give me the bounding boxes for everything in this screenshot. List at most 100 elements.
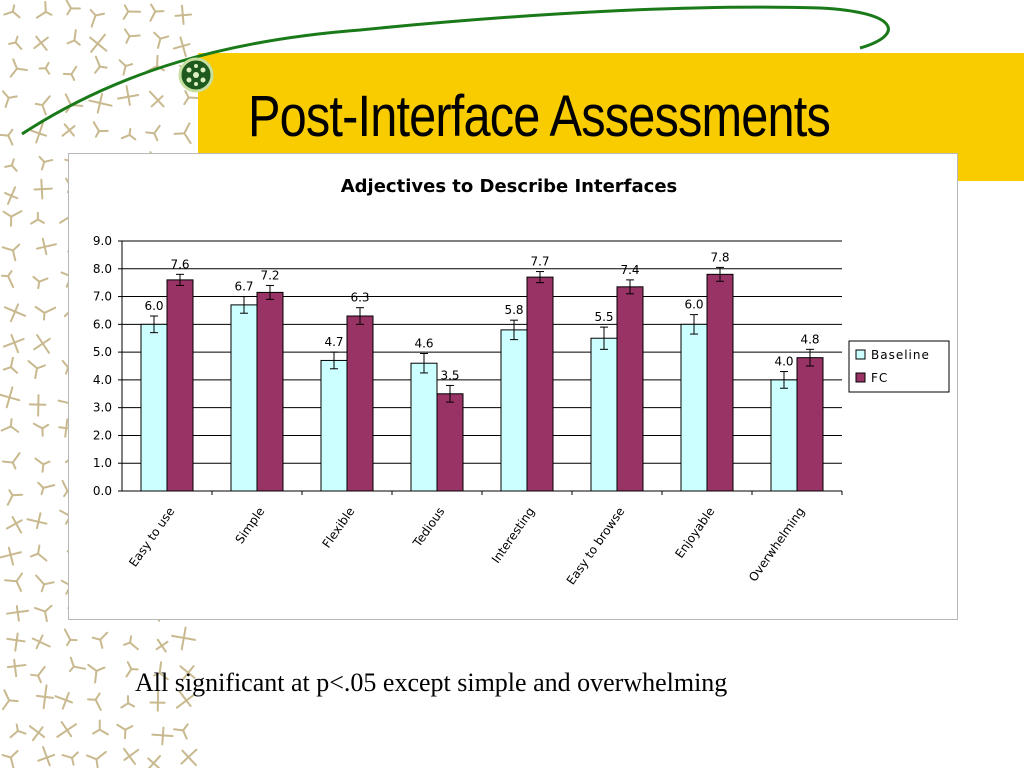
molecule-glyph (26, 512, 48, 530)
y-tick-label: 2.0 (93, 428, 112, 442)
data-label: 7.8 (710, 250, 729, 264)
molecule-glyph (0, 128, 14, 146)
bar-chart: Adjectives to Describe Interfaces 0.0 1.0… (93, 176, 950, 587)
y-tick-label: 9.0 (93, 234, 112, 248)
molecule-glyph (61, 751, 79, 766)
molecule-glyph (173, 122, 192, 145)
molecule-glyph (1, 452, 21, 470)
molecule-glyph (61, 123, 76, 137)
molecule-glyph (179, 64, 197, 80)
molecule-glyph (125, 661, 139, 678)
y-tick-label: 5.0 (93, 345, 112, 359)
bar-fc (256, 291, 284, 492)
data-label: 4.0 (774, 355, 793, 369)
molecule-glyph (145, 54, 166, 73)
bar-fc (616, 286, 644, 492)
molecule-glyph (172, 36, 191, 58)
category-label: Enjoyable (672, 505, 717, 561)
bar-baseline (590, 337, 618, 492)
molecule-glyph (28, 725, 46, 742)
molecule-glyph (31, 634, 51, 650)
molecule-glyph (66, 29, 81, 46)
data-label: 3.5 (440, 368, 459, 382)
molecule-glyph (117, 85, 140, 106)
molecule-glyph (6, 489, 24, 506)
y-tick-label: 8.0 (93, 262, 112, 276)
molecule-glyph (3, 4, 21, 19)
molecule-glyph (56, 720, 78, 738)
molecule-glyph (33, 178, 53, 200)
molecule-glyph (153, 661, 169, 681)
molecule-glyph (9, 58, 29, 78)
category-label: Simple (232, 505, 267, 547)
molecule-glyph (175, 690, 194, 709)
data-label: 4.8 (800, 332, 819, 346)
molecule-glyph (68, 656, 87, 673)
bar-baseline (410, 362, 438, 492)
molecule-glyph (5, 516, 23, 534)
molecule-glyph (36, 237, 57, 256)
molecule-glyph (35, 574, 55, 593)
bar-baseline (680, 323, 708, 492)
slide-title: Post-Interface Assessments (248, 84, 831, 149)
bar-baseline (770, 379, 798, 492)
bar-baseline (140, 323, 168, 492)
molecule-glyph (65, 0, 81, 16)
bar-fc (436, 393, 464, 492)
molecule-glyph (148, 90, 165, 108)
legend-box (848, 340, 950, 393)
molecule-glyph (29, 544, 48, 562)
molecule-glyph (63, 628, 78, 647)
molecule-glyph (64, 93, 84, 114)
molecule-glyph (4, 158, 18, 172)
legend-label: FC (871, 371, 888, 385)
chart-title: Adjectives to Describe Interfaces (341, 176, 678, 197)
category-label: Overwhelming (746, 505, 808, 585)
molecule-glyph (30, 121, 48, 144)
molecule-glyph (116, 723, 134, 740)
molecule-glyph (34, 95, 51, 116)
molecule-glyph (123, 635, 139, 651)
molecule-glyph (89, 8, 106, 28)
bar-fc (706, 273, 734, 492)
legend-swatch (855, 349, 866, 360)
molecule-glyph (153, 31, 170, 49)
molecule-glyph (62, 65, 78, 81)
molecule-glyph (183, 90, 198, 106)
bar-baseline (500, 329, 528, 492)
category-label: Tedious (410, 505, 448, 551)
molecule-glyph (87, 663, 106, 684)
molecule-glyph (1, 749, 19, 768)
molecule-glyph (4, 572, 24, 592)
molecule-glyph (92, 121, 109, 138)
molecule-glyph (122, 4, 142, 20)
y-tick-label: 3.0 (93, 401, 112, 415)
molecule-glyph (5, 605, 30, 622)
bar-fc (166, 279, 194, 492)
molecule-glyph (92, 719, 109, 736)
y-tick-label: 7.0 (93, 290, 112, 304)
molecule-glyph (171, 626, 197, 651)
molecule-glyph (149, 690, 166, 712)
chart-panel: Adjectives to Describe Interfaces 0.0 1.0… (68, 153, 958, 620)
molecule-glyph (1, 243, 21, 262)
molecule-glyph (35, 684, 55, 710)
molecule-glyph (30, 211, 45, 225)
plot-area: 0.0 1.0 2.0 3.0 4.0 5.0 6.0 7.0 8.0 9.0 6.0 7.6 Easy… (93, 234, 843, 587)
molecule-glyph (33, 604, 53, 623)
category-label: Flexible (319, 505, 357, 551)
molecule-glyph (37, 746, 56, 767)
molecule-glyph (6, 658, 27, 678)
molecule-glyph (34, 457, 51, 473)
data-label: 4.6 (414, 337, 433, 351)
legend-swatch (855, 372, 866, 383)
molecule-glyph (123, 28, 141, 44)
data-label: 7.4 (620, 263, 639, 277)
legend: Baseline FC (848, 340, 950, 393)
y-tick-label: 0.0 (93, 484, 112, 498)
molecule-glyph (120, 127, 137, 141)
data-label: 6.3 (350, 291, 369, 305)
molecule-glyph (94, 55, 108, 74)
molecule-glyph (3, 303, 27, 323)
molecule-glyph (35, 0, 53, 19)
